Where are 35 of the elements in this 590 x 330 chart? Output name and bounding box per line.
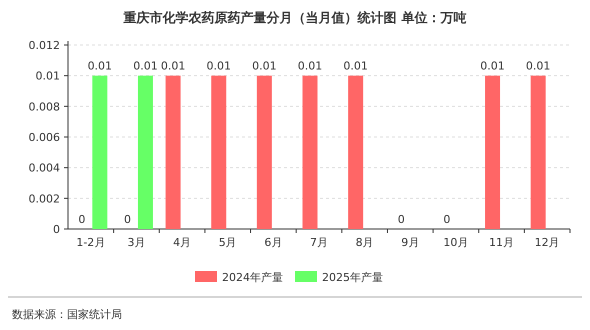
x-tick-label: 5月 bbox=[218, 236, 237, 249]
data-label: 0.01 bbox=[252, 60, 277, 73]
chart-title: 重庆市化学农药原药产量分月（当月值）统计图 单位：万吨 bbox=[122, 10, 466, 26]
x-tick-label: 10月 bbox=[443, 236, 468, 249]
data-label: 0.01 bbox=[343, 60, 368, 73]
legend-label: 2024年产量 bbox=[222, 271, 283, 284]
data-label: 0.01 bbox=[298, 60, 322, 73]
x-tick-label: 3月 bbox=[127, 236, 146, 249]
x-tick-label: 4月 bbox=[173, 236, 192, 249]
data-label: 0 bbox=[398, 213, 405, 226]
data-label: 0.01 bbox=[480, 60, 505, 73]
data-label: 0 bbox=[124, 213, 131, 226]
x-tick-label: 1-2月 bbox=[76, 236, 106, 249]
y-tick-label: 0.002 bbox=[28, 192, 60, 206]
x-tick-label: 7月 bbox=[310, 236, 328, 249]
data-label: 0.01 bbox=[526, 60, 550, 73]
y-tick-label: 0.012 bbox=[28, 39, 60, 52]
data-label: 0.01 bbox=[160, 60, 186, 73]
y-tick-label: 0.004 bbox=[28, 162, 60, 175]
y-tick-label: 0 bbox=[53, 223, 60, 236]
x-tick-label: 8月 bbox=[356, 236, 374, 249]
source-note: 数据来源：国家统计局 bbox=[12, 308, 122, 321]
x-tick-label: 6月 bbox=[264, 236, 282, 249]
x-tick-label: 12月 bbox=[534, 236, 560, 249]
x-tick-label: 11月 bbox=[489, 236, 514, 249]
y-tick-label: 0.006 bbox=[28, 131, 60, 144]
y-tick-label: 0.008 bbox=[28, 100, 60, 114]
x-tick-label: 9月 bbox=[401, 236, 420, 249]
data-label: 0.01 bbox=[206, 60, 231, 73]
y-tick-label: 0.01 bbox=[36, 70, 60, 83]
legend-label: 2025年产量 bbox=[322, 271, 383, 284]
data-label: 0 bbox=[443, 213, 450, 226]
data-label: 0 bbox=[78, 213, 86, 226]
data-label: 0.01 bbox=[88, 60, 112, 73]
data-label: 0.01 bbox=[133, 60, 158, 73]
